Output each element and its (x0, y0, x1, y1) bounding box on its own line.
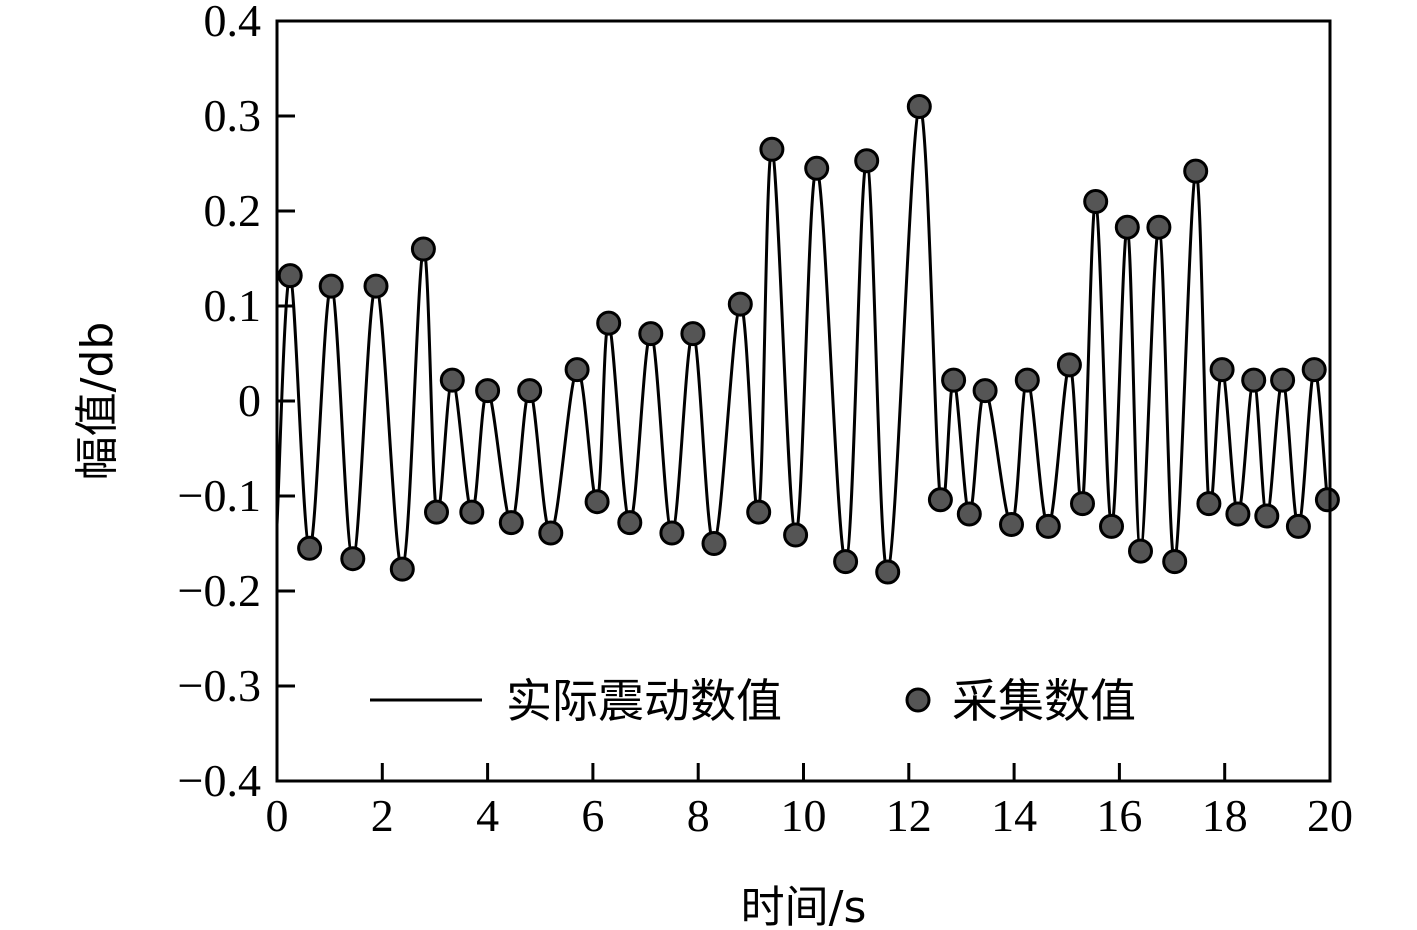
x-tick-label: 20 (1307, 790, 1353, 841)
y-tick-label: 0.2 (204, 185, 262, 236)
x-tick-label: 0 (266, 790, 289, 841)
x-tick-label: 8 (687, 790, 710, 841)
sample-point (638, 321, 664, 347)
sample-point (538, 520, 564, 546)
sample-point (363, 273, 389, 299)
sample-point (1285, 513, 1311, 539)
sample-point (1241, 367, 1267, 393)
sample-point (318, 273, 344, 299)
x-tick-label: 4 (476, 790, 499, 841)
sample-point (759, 136, 785, 162)
sample-point (1225, 501, 1251, 527)
x-axis-ticks: 0 2 4 6 8 10 12 14 16 18 20 (266, 763, 1353, 841)
sample-point (475, 378, 501, 404)
sample-point (340, 546, 366, 572)
sample-point (906, 94, 932, 119)
sample-point (1035, 513, 1061, 539)
sample-point (1114, 214, 1140, 240)
sample-point (783, 522, 809, 548)
sample-point (439, 367, 465, 393)
sample-point (1314, 487, 1340, 513)
sample-point (1254, 503, 1280, 529)
sample-point (1209, 357, 1235, 383)
sample-point (659, 520, 685, 546)
sample-point (999, 512, 1024, 537)
sample-point (1270, 367, 1296, 393)
sample-point (875, 559, 901, 585)
sample-point (297, 535, 323, 561)
sample-point (1146, 214, 1172, 240)
legend: 实际震动数值 采集数值 (370, 674, 1136, 728)
sample-point (680, 321, 706, 347)
sample-point (956, 501, 982, 527)
y-axis-title: 幅值/db (72, 322, 123, 481)
sample-point (1183, 158, 1209, 184)
x-tick-label: 10 (781, 790, 827, 841)
sample-markers (277, 94, 1340, 585)
sample-point (424, 499, 449, 525)
sample-point (564, 357, 590, 383)
x-tick-label: 16 (1096, 790, 1142, 841)
sample-point (1196, 491, 1222, 517)
y-tick-label: −0.3 (178, 660, 261, 711)
legend-label-sampled: 采集数值 (952, 674, 1136, 728)
sample-point (804, 155, 830, 181)
sample-point (498, 510, 524, 536)
sample-point (701, 531, 727, 556)
sample-point (941, 367, 967, 393)
x-tick-label: 12 (886, 790, 932, 841)
sample-point (459, 499, 485, 525)
sample-point (854, 148, 880, 174)
y-tick-label: −0.1 (178, 470, 261, 521)
y-tick-label: 0.4 (204, 0, 262, 46)
x-tick-label: 6 (581, 790, 604, 841)
sample-point (972, 378, 998, 404)
y-tick-label: −0.2 (178, 565, 261, 616)
x-tick-label: 18 (1202, 790, 1248, 841)
y-tick-label: 0.3 (204, 90, 262, 141)
sample-point (1301, 357, 1327, 383)
legend-label-actual: 实际震动数值 (506, 674, 782, 728)
sample-point (410, 236, 436, 262)
sample-point (596, 310, 622, 336)
sample-point (1128, 538, 1153, 564)
sample-point (833, 549, 859, 575)
sample-point (1083, 189, 1109, 214)
sample-point (1070, 491, 1095, 517)
sample-point (727, 291, 753, 317)
sample-point (1099, 513, 1124, 539)
sample-point (746, 499, 772, 525)
sample-point (617, 510, 643, 536)
y-tick-label: 0.1 (204, 280, 262, 331)
y-tick-label: 0 (238, 375, 261, 426)
sample-point (277, 263, 303, 289)
sample-point (1162, 549, 1188, 575)
y-axis-ticks: 0.4 0.3 0.2 0.1 0 −0.1 −0.2 −0.3 −0.4 (178, 0, 295, 806)
x-tick-label: 2 (371, 790, 394, 841)
y-tick-label: −0.4 (178, 755, 261, 806)
x-tick-label: 14 (991, 790, 1037, 841)
sample-point (517, 378, 543, 404)
sample-point (584, 489, 610, 515)
sample-point (927, 487, 953, 513)
plot-frame (275, 19, 1332, 783)
legend-marker-swatch (905, 687, 931, 713)
x-axis-title: 时间/s (741, 882, 867, 930)
sample-point (1014, 367, 1040, 393)
sample-point (389, 556, 415, 582)
sample-point (1056, 352, 1082, 378)
